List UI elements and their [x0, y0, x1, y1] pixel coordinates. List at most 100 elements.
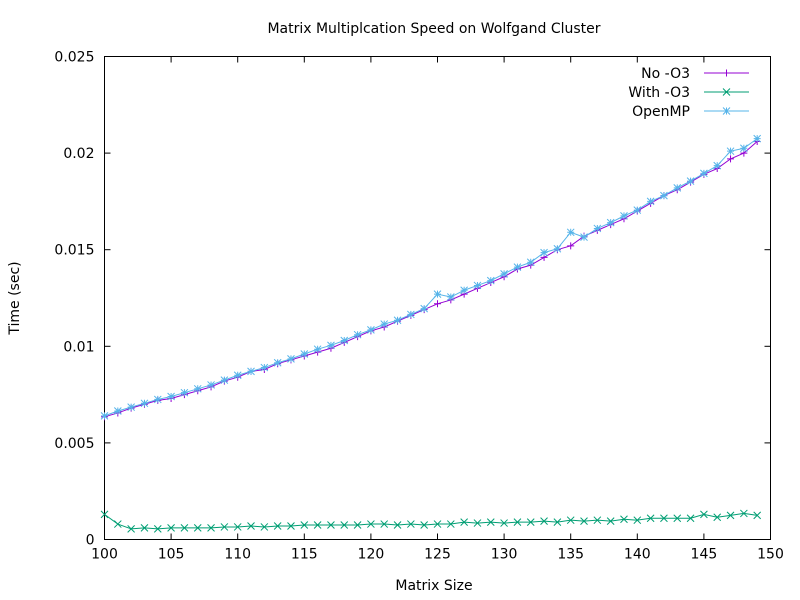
legend: No -O3 With -O3 OpenMP	[628, 66, 749, 120]
data-point-with-o3	[153, 525, 162, 533]
data-point-openmp	[646, 197, 655, 206]
data-point-with-o3	[673, 514, 682, 523]
data-point-openmp	[153, 395, 162, 404]
y-tick-label: 0	[86, 533, 95, 549]
y-tick-label: 0.005	[54, 436, 94, 452]
data-point-openmp	[446, 293, 455, 301]
data-point-with-o3	[553, 518, 562, 526]
data-point-openmp	[220, 376, 229, 384]
data-point-with-o3	[287, 522, 295, 530]
x-tick-label: 140	[624, 547, 651, 563]
y-axis-label: Time (sec)	[7, 261, 23, 335]
y-tick-label: 0.015	[54, 243, 94, 259]
data-point-openmp	[207, 381, 215, 389]
data-point-with-o3	[367, 520, 375, 528]
data-point-openmp	[686, 177, 695, 185]
data-point-with-o3	[500, 519, 508, 527]
data-point-openmp	[313, 345, 322, 354]
data-point-openmp	[233, 371, 242, 380]
data-point-with-o3	[713, 513, 722, 522]
data-point-with-o3	[167, 524, 175, 532]
chart-title: Matrix Multiplcation Speed on Wolfgand C…	[267, 21, 600, 37]
data-point-openmp	[726, 147, 735, 156]
data-point-openmp	[193, 384, 202, 393]
data-point-openmp	[500, 269, 508, 278]
data-point-openmp	[460, 286, 468, 295]
data-point-with-o3	[446, 520, 455, 528]
data-point-openmp	[713, 161, 722, 170]
data-point-no-o3	[727, 155, 735, 163]
data-point-with-o3	[340, 521, 349, 529]
data-point-with-o3	[193, 524, 202, 532]
data-point-with-o3	[660, 514, 668, 523]
data-point-openmp	[473, 281, 482, 290]
data-point-openmp	[180, 388, 189, 397]
x-tick-label: 130	[491, 547, 518, 563]
data-point-with-o3	[247, 522, 255, 530]
data-point-openmp	[660, 191, 668, 200]
data-point-openmp	[420, 304, 429, 313]
data-point-openmp	[740, 144, 748, 153]
data-point-openmp	[167, 392, 175, 401]
data-point-with-o3	[127, 525, 135, 533]
data-point-openmp	[486, 276, 495, 285]
plot-frame	[104, 56, 771, 540]
x-tick-label: 145	[691, 547, 718, 563]
data-point-with-o3	[207, 524, 215, 532]
data-point-openmp	[340, 336, 349, 345]
x-tick-label: 150	[757, 547, 784, 563]
data-point-with-o3	[260, 523, 269, 531]
data-point-with-o3	[220, 523, 229, 531]
data-point-with-o3	[646, 514, 655, 523]
data-point-openmp	[327, 341, 335, 350]
data-point-with-o3	[180, 524, 189, 532]
data-point-no-o3	[567, 242, 575, 250]
x-tick-label: 105	[158, 547, 185, 563]
data-point-with-o3	[233, 523, 242, 531]
data-point-with-o3	[726, 511, 735, 520]
legend-marker-openmp	[722, 107, 731, 115]
data-point-with-o3	[460, 518, 468, 526]
data-point-with-o3	[486, 518, 495, 526]
data-point-openmp	[553, 244, 562, 253]
data-point-with-o3	[540, 517, 548, 525]
series-with-o3	[100, 509, 762, 533]
data-point-with-o3	[420, 521, 429, 529]
data-point-openmp	[433, 290, 442, 298]
data-point-with-o3	[433, 520, 442, 528]
data-point-no-o3	[434, 300, 441, 308]
data-point-with-o3	[473, 519, 482, 527]
data-point-with-o3	[393, 521, 402, 529]
data-point-openmp	[526, 258, 535, 267]
data-point-openmp	[260, 363, 269, 372]
data-point-openmp	[127, 403, 135, 412]
data-point-with-o3	[140, 524, 149, 532]
data-point-with-o3	[700, 510, 708, 519]
y-tick-label: 0.025	[54, 50, 94, 66]
series-layer	[100, 134, 762, 533]
data-point-with-o3	[740, 509, 748, 518]
data-point-openmp	[606, 218, 615, 227]
legend-label-with-o3: With -O3	[628, 85, 690, 101]
data-point-with-o3	[407, 520, 415, 528]
data-point-with-o3	[753, 511, 762, 520]
data-point-with-o3	[113, 520, 122, 528]
data-point-openmp	[247, 367, 255, 376]
data-point-with-o3	[606, 517, 615, 525]
x-tick-label: 100	[91, 547, 118, 563]
data-point-openmp	[540, 248, 548, 257]
series-line-no-o3	[104, 141, 758, 418]
series-line-with-o3	[104, 512, 758, 530]
data-point-openmp	[633, 206, 642, 214]
data-point-with-o3	[580, 517, 588, 525]
data-point-with-o3	[100, 510, 109, 519]
data-point-with-o3	[686, 514, 695, 523]
data-point-with-o3	[353, 521, 362, 529]
data-point-openmp	[100, 411, 109, 420]
data-point-openmp	[620, 212, 628, 220]
data-point-with-o3	[620, 515, 628, 524]
legend-label-openmp: OpenMP	[632, 104, 690, 120]
x-tick-label: 135	[557, 547, 584, 563]
data-point-openmp	[300, 350, 309, 358]
